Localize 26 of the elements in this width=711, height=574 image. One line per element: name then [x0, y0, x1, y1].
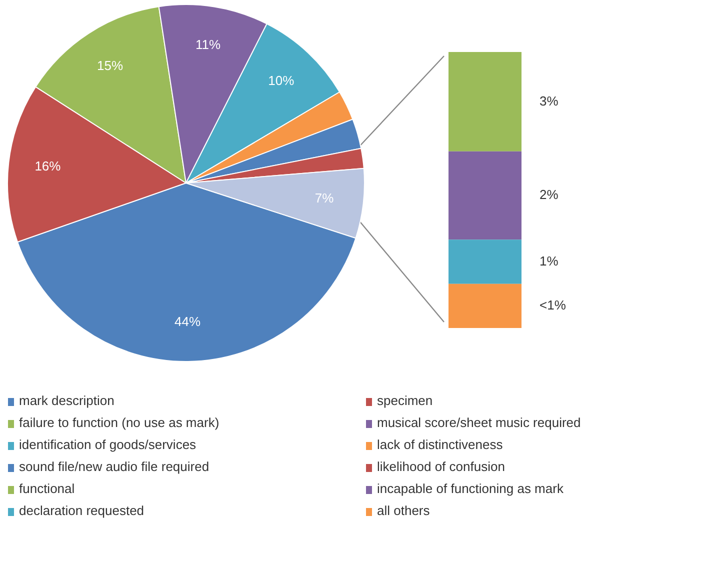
data-label: 44%	[174, 314, 202, 329]
bar	[448, 240, 522, 284]
legend-label: functional	[19, 481, 75, 496]
legend-label: musical score/sheet music required	[377, 415, 581, 430]
text: <1%	[540, 298, 566, 312]
bar	[448, 284, 522, 328]
data-label: 10%	[268, 72, 295, 88]
legend-label: lack of distinctiveness	[377, 437, 503, 452]
data-label: 16%	[34, 158, 62, 174]
data-label: 11%	[195, 37, 221, 52]
legend-label: all others	[377, 503, 430, 518]
data-label: 7%	[314, 190, 334, 206]
legend-label: identification of goods/services	[19, 437, 196, 452]
text: 2%	[540, 187, 559, 202]
text: 1%	[540, 253, 559, 268]
bar	[448, 52, 522, 152]
data-label: 15%	[96, 58, 124, 73]
legend-label: mark description	[19, 393, 114, 408]
legend-label: declaration requested	[19, 503, 144, 518]
bar	[448, 151, 522, 240]
legend-label: incapable of functioning as mark	[377, 481, 564, 496]
legend-label: specimen	[377, 393, 433, 408]
legend-label: failure to function (no use as mark)	[19, 415, 220, 430]
legend-label: sound file/new audio file required	[19, 459, 210, 474]
legend-label: likelihood of confusion	[377, 459, 505, 474]
text: 3%	[540, 93, 559, 108]
